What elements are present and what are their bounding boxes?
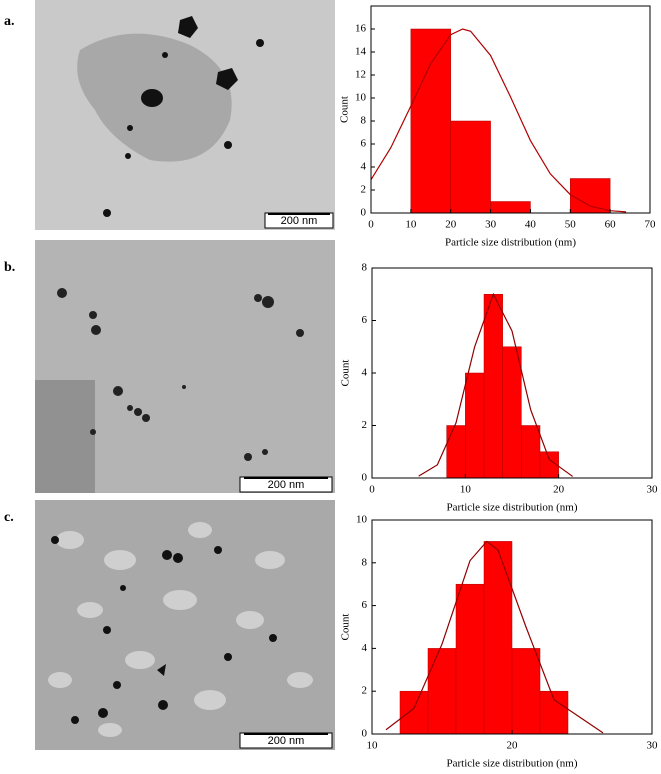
bar [450,120,491,214]
x-tick-label: 0 [368,219,374,231]
fit-curve [385,540,604,734]
bar [570,178,611,214]
x-tick-label: 50 [565,219,577,231]
y-tick-label: 0 [362,728,368,740]
bar [483,294,503,479]
y-tick-label: 14 [355,46,367,58]
x-tick-label: 70 [645,219,657,231]
y-tick-label: 4 [361,161,367,173]
y-axis-label: Count [340,614,352,641]
y-tick-label: 8 [362,262,368,274]
bar [427,648,457,735]
x-tick-label: 10 [367,740,379,752]
y-tick-label: 10 [355,92,367,104]
x-tick-label: 0 [369,484,375,496]
bar [490,201,531,214]
y-axis-label: Count [339,96,351,123]
plot-frame [370,5,651,214]
scale-bar-label: 200 nm [281,215,318,227]
y-tick-label: 0 [362,472,368,484]
fit-curve [418,292,574,477]
bar [483,541,513,735]
x-tick-label: 40 [525,219,537,231]
panel-label: b. [4,260,15,275]
tem-image: 200 nm [35,500,335,750]
y-tick-label: 8 [362,556,368,568]
y-tick-label: 16 [355,23,367,35]
bar [502,346,522,479]
y-tick-label: 2 [362,685,368,697]
bar [455,583,485,735]
y-tick-label: 6 [361,138,367,150]
y-tick-label: 4 [362,642,368,654]
bar [410,28,451,214]
y-tick-label: 12 [355,69,366,81]
x-tick-label: 20 [507,740,519,752]
bar [465,372,485,479]
bar [539,690,569,735]
y-tick-label: 6 [362,314,368,326]
scale-bar-label: 200 nm [268,479,305,491]
y-tick-label: 0 [361,207,367,219]
x-tick-label: 60 [605,219,617,231]
x-axis-label: Particle size distribution (nm) [446,502,577,514]
x-axis-label: Particle size distribution (nm) [445,237,576,249]
y-tick-label: 4 [362,367,368,379]
bar [511,648,541,735]
fit-curve [370,28,627,213]
x-tick-label: 30 [647,740,659,752]
x-tick-label: 30 [485,219,497,231]
bar [399,690,429,735]
scale-bar-label: 200 nm [268,735,305,747]
tem-image: 200 nm [35,240,335,493]
x-tick-label: 20 [553,484,565,496]
panel-label: a. [4,14,15,29]
x-axis-label: Particle size distribution (nm) [446,758,577,770]
y-tick-label: 2 [362,419,368,431]
bar [446,425,466,479]
y-tick-label: 6 [362,599,368,611]
y-axis-label: Count [340,360,352,387]
y-tick-label: 10 [356,514,368,526]
tem-image: 200 nm [35,0,335,230]
x-tick-label: 20 [445,219,457,231]
y-tick-label: 2 [361,184,367,196]
x-tick-label: 30 [647,484,659,496]
x-tick-label: 10 [405,219,417,231]
x-tick-label: 10 [460,484,472,496]
panel-label: c. [4,510,14,525]
y-tick-label: 8 [361,115,367,127]
bar [521,425,541,479]
